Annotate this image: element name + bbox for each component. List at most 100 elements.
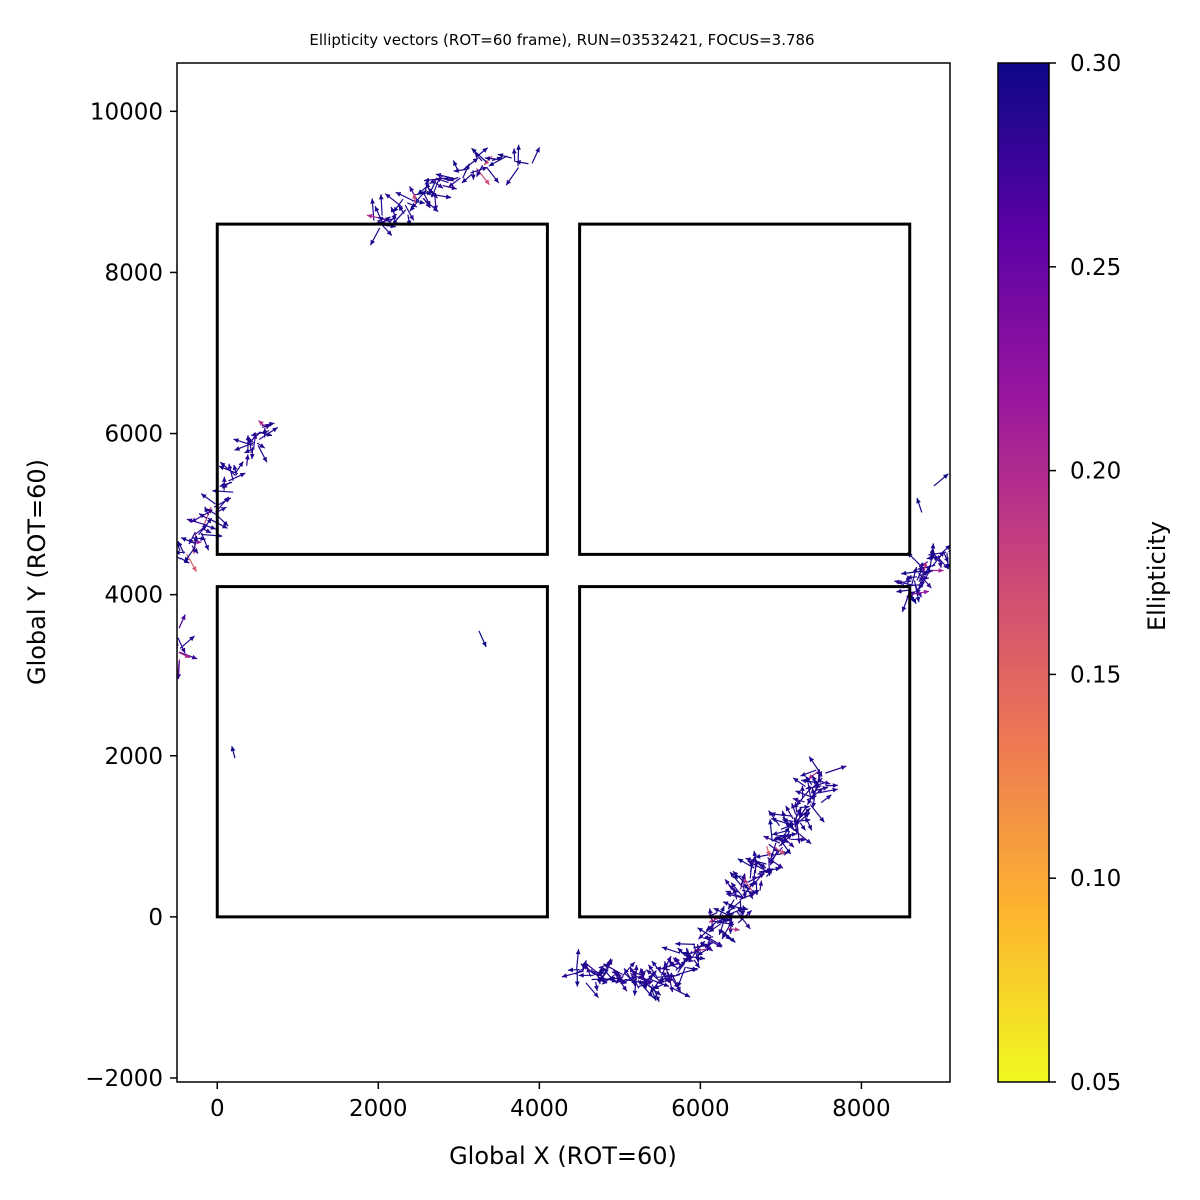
ellipticity-vector (728, 884, 739, 893)
y-tick-label: 10000 (90, 99, 163, 125)
y-axis: −2000 0 2000 4000 6000 8000 10000 (85, 99, 177, 1092)
ellipticity-vector (492, 156, 503, 162)
ellipticity-vector (920, 567, 925, 587)
ellipticity-vector (685, 949, 690, 961)
x-tick-label: 4000 (510, 1096, 569, 1122)
ellipticity-vector (186, 518, 208, 527)
ellipticity-vector (590, 969, 605, 983)
ellipticity-vector (614, 972, 628, 992)
ellipticity-vector (653, 983, 664, 990)
ellipticity-vector (443, 176, 457, 182)
ellipticity-vector (257, 445, 268, 463)
ellipticity-vector (670, 986, 691, 998)
ellipticity-vector (645, 969, 663, 983)
ellipticity-vector (221, 481, 231, 489)
ellipticity-vector (728, 927, 740, 932)
ellipticity-vector (190, 511, 210, 523)
ellipticity-vector (200, 493, 216, 505)
ellipticity-vector (916, 497, 923, 513)
ellipticity-vector (369, 227, 381, 246)
ellipticity-vector (723, 907, 744, 918)
ellipticity-vector (378, 194, 384, 216)
ellipticity-vector (736, 911, 751, 930)
ellipticity-vector (792, 777, 806, 788)
ellipticity-vector (258, 426, 279, 441)
ellipticity-vector (793, 817, 811, 823)
ellipticity-vector (412, 199, 425, 205)
ellipticity-vector (203, 524, 216, 530)
ellipticity-vector (486, 167, 500, 184)
ellipticity-vector (799, 804, 810, 810)
ellipticity-vector (805, 776, 813, 786)
plot-area (176, 62, 951, 1083)
ellipticity-vector (725, 890, 745, 899)
ellipticity-vector (661, 946, 681, 954)
ellipticity-vector (906, 574, 918, 580)
ellipticity-vector (233, 438, 254, 446)
ellipticity-vector (188, 531, 196, 545)
ellipticity-vector (390, 206, 396, 217)
x-tick-label: 2000 (349, 1096, 408, 1122)
ellipticity-vector (177, 660, 182, 680)
ellipticity-vector (795, 830, 812, 845)
chart-title: Ellipticity vectors (ROT=60 frame), RUN=… (309, 31, 814, 49)
ellipticity-vector (774, 846, 786, 855)
x-tick-label: 0 (210, 1096, 225, 1122)
ellipticity-vector (949, 554, 950, 555)
ellipticity-vector (792, 797, 805, 803)
colorbar: 0.05 0.10 0.15 0.20 0.25 0.30 Ellipticity (997, 51, 1171, 1096)
ellipticity-vector (398, 205, 405, 214)
ellipticity-vector (772, 834, 784, 842)
ellipticity-vector (752, 871, 766, 887)
ellipticity-vector (256, 442, 266, 449)
ellipticity-vector (757, 868, 773, 875)
ellipticity-vector (511, 148, 517, 162)
ellipticity-vector (475, 167, 490, 186)
ellipticity-vector (795, 790, 813, 798)
ellipticity-vector (227, 463, 234, 481)
ellipticity-vector (677, 966, 686, 988)
ellipticity-vector (414, 189, 427, 204)
ellipticity-vector (825, 765, 847, 774)
ellipticity-vector (648, 978, 670, 987)
ellipticity-vector (474, 152, 483, 162)
colorbar-tick-label: 0.20 (1070, 459, 1121, 485)
ellipticity-vector (713, 907, 732, 917)
ccd-box (578, 585, 912, 919)
ellipticity-vector (434, 181, 444, 189)
ellipticity-vector (206, 508, 218, 516)
ellipticity-vector (901, 570, 923, 576)
ellipticity-vector (258, 420, 269, 430)
ellipticity-vector (799, 822, 806, 831)
ellipticity-vector (932, 555, 943, 565)
colorbar-tick-label: 0.05 (1070, 1070, 1121, 1096)
ellipticity-vector (245, 454, 250, 466)
ellipticity-vector (531, 147, 541, 164)
ellipticity-vector (192, 536, 206, 541)
ellipticity-vector (198, 517, 213, 535)
ellipticity-vector (470, 166, 488, 174)
ccd-box (578, 222, 912, 556)
ellipticity-vector (230, 745, 236, 759)
ellipticity-vector (777, 832, 797, 837)
ellipticity-vector (781, 826, 790, 839)
y-tick-label: −2000 (85, 1066, 163, 1092)
ellipticity-vector (598, 962, 613, 969)
ellipticity-vector (183, 546, 196, 563)
ellipticity-vector (366, 213, 387, 220)
ellipticity-vector (177, 646, 179, 649)
ellipticity-vector (452, 160, 458, 170)
ellipticity-vector (790, 837, 807, 842)
ellipticity-vector (475, 164, 484, 177)
ccd-box (215, 585, 549, 919)
ellipticity-vector (252, 433, 258, 450)
ellipticity-vector (700, 941, 714, 952)
ellipticity-vector (461, 173, 473, 184)
ellipticity-vector (732, 870, 745, 883)
ellipticity-vector (697, 924, 715, 940)
ellipticity-vector (428, 180, 437, 196)
ellipticity-vector (578, 973, 594, 978)
ellipticity-vector (770, 817, 793, 826)
ellipticity-vector (191, 545, 199, 554)
ellipticity-vector (718, 929, 732, 941)
